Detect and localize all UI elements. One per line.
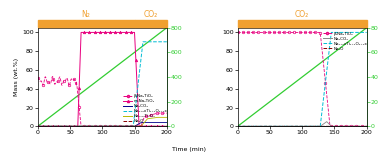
- Text: CO₂: CO₂: [144, 10, 158, 19]
- Bar: [38, 20, 135, 27]
- Legend: β-Na₂TiO₃, m-Na₂TiO₃, Na₂CO₃, Na₁₊₂xTi₁₊ₓO₂₊ₓx, Na₀.₆₇Ti₂O₄, Na₂O: β-Na₂TiO₃, m-Na₂TiO₃, Na₂CO₃, Na₁₊₂xTi₁₊…: [123, 94, 167, 123]
- Text: Time (min): Time (min): [172, 148, 206, 152]
- Text: N₂: N₂: [82, 10, 91, 19]
- Legend: β-Na₂TiO₃, Na₂CO₃, Na₁₊₂xTi₁₊ₓO₂₊ₓx, Na₂O: β-Na₂TiO₃, Na₂CO₃, Na₁₊₂xTi₁₊ₓO₂₊ₓx, Na₂…: [323, 32, 367, 51]
- Bar: [135, 20, 167, 27]
- Text: CO₂: CO₂: [295, 10, 309, 19]
- Bar: [238, 20, 367, 27]
- Y-axis label: Mass (wt.%): Mass (wt.%): [14, 58, 19, 96]
